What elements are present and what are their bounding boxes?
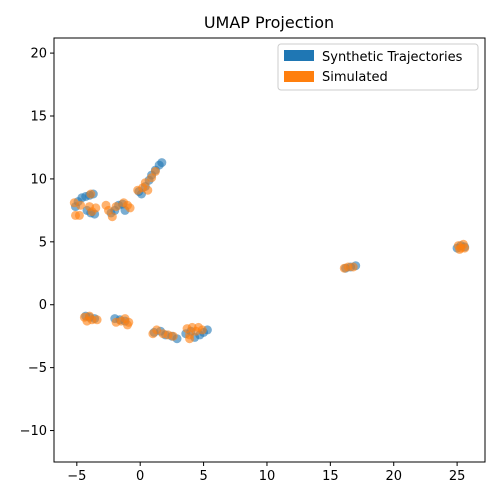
scatter-point [168,331,178,341]
y-tick-label: −10 [20,424,47,439]
series-simulated [69,166,470,344]
y-tick-label: 15 [30,110,47,125]
legend-swatch-synthetic [284,50,314,61]
scatter-point [125,203,135,213]
plot-frame [53,37,486,463]
scatter-point [111,202,121,212]
scatter-point [107,212,117,222]
y-tick-label: 10 [30,172,47,187]
scatter-point [69,198,79,208]
legend-swatch-simulated [284,71,314,82]
legend-label-synthetic: Synthetic Trajectories [322,50,463,65]
y-tick-label: 20 [30,47,47,62]
chart-title: UMAP Projection [204,13,334,32]
x-tick-label: 0 [136,469,144,484]
x-tick-label: 15 [322,469,339,484]
y-tick-label: 0 [39,298,47,313]
legend: Synthetic Trajectories Simulated [277,43,479,91]
x-tick-label: 5 [199,469,207,484]
x-tick-label: −5 [67,469,86,484]
y-axis: −10 −5 0 5 10 15 20 [20,47,54,439]
scatter-point [74,210,84,220]
scatter-marks [69,158,470,344]
scatter-point [92,315,102,325]
scatter-point [124,317,134,327]
scatter-point [460,243,470,253]
x-tick-label: 25 [449,469,466,484]
scatter-point [143,185,153,195]
y-tick-label: −5 [28,361,47,376]
scatter-point [86,189,96,199]
x-tick-label: 10 [259,469,276,484]
scatter-point [91,203,101,213]
legend-label-simulated: Simulated [322,70,388,85]
scatter-point [197,325,207,335]
scatter-point [140,178,150,188]
scatter-point [157,158,167,168]
scatter-point [150,166,160,176]
scatter-point [348,262,358,272]
x-tick-label: 20 [385,469,402,484]
x-axis: −5 0 5 10 15 20 25 [67,462,465,484]
y-tick-label: 5 [39,235,47,250]
legend-box [277,43,479,91]
scatter-point [185,334,195,344]
series-synthetic [71,158,470,344]
